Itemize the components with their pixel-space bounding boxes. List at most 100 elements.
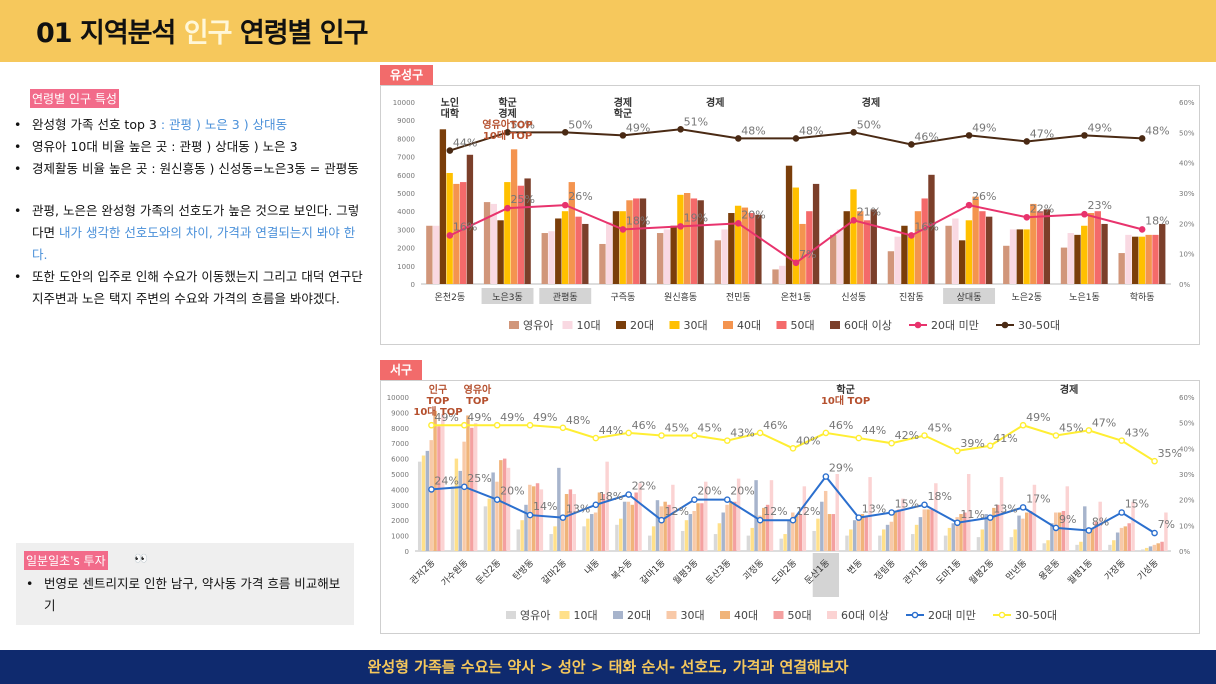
- category-label: 월평3동: [670, 557, 700, 587]
- bar-50대: [1094, 521, 1099, 551]
- y2-tick-label: 20%: [1179, 497, 1195, 505]
- bar-영유아: [878, 535, 882, 551]
- bullet-demand-shift: 또한 도안의 입주로 인해 수요가 이동했는지 그리고 대덕 연구단지주변과 노…: [14, 266, 364, 310]
- category-label: 노은3동: [492, 292, 523, 303]
- y-tick-label: 0: [405, 548, 409, 556]
- category-label: 기성동: [1135, 557, 1160, 582]
- legend-swatch: [723, 321, 733, 329]
- bar-10대: [980, 529, 985, 551]
- category-label: 노은2동: [1011, 292, 1042, 303]
- bar-영유아: [648, 535, 652, 551]
- category-label: 전민동: [726, 292, 751, 303]
- y2-tick-label: 10%: [1179, 251, 1195, 259]
- annotation-label: 10대 TOP: [413, 405, 462, 418]
- bar-60대 이상: [1101, 223, 1108, 284]
- bar-20대: [1132, 236, 1139, 284]
- data-label: 20%: [500, 485, 524, 498]
- annotation-label: 10대 TOP: [483, 129, 532, 142]
- bar-30대: [677, 194, 684, 284]
- bar-영유아: [1009, 537, 1014, 551]
- analysis-panel: 연령별 인구 특성 완성형 가족 선호 top 3 : 관평 ) 노은 3 ) …: [14, 88, 364, 310]
- bar-50대: [1061, 510, 1066, 551]
- bar-10대: [849, 529, 853, 551]
- category-label: 학하동: [1130, 292, 1155, 303]
- data-label: 47%: [1030, 127, 1054, 140]
- bar-10대: [816, 518, 820, 551]
- point-20대 미만: [723, 496, 731, 503]
- bar-10대: [914, 524, 919, 551]
- legend-swatch: [616, 321, 626, 329]
- point-30-50대: [428, 421, 435, 429]
- bar-50대: [633, 198, 640, 284]
- bar-50대: [748, 213, 755, 284]
- bar-10대: [1046, 540, 1050, 551]
- category-highlight: [812, 553, 840, 597]
- bar-20대: [557, 467, 561, 551]
- point-30-50대: [735, 135, 742, 142]
- bar-30대: [495, 481, 499, 551]
- data-label: 46%: [914, 130, 938, 143]
- y-tick-label: 9000: [397, 117, 415, 125]
- category-label: 월평2동: [966, 557, 996, 587]
- bar-50대: [568, 489, 573, 551]
- bar-영유아: [599, 243, 606, 284]
- data-label: 15%: [1125, 498, 1149, 511]
- bar-30대: [560, 520, 565, 551]
- point-20대 미만: [756, 516, 764, 524]
- bar-40대: [433, 410, 437, 551]
- bar-영유아: [516, 529, 521, 551]
- category-label: 둔산3동: [704, 557, 733, 586]
- bar-40대: [794, 515, 799, 551]
- legend-label: 30대: [684, 319, 708, 332]
- y-tick-label: 6000: [397, 172, 415, 180]
- annotation-label: TOP: [427, 396, 450, 407]
- legend-label: 20대: [627, 609, 651, 622]
- data-label: 9%: [1059, 513, 1076, 526]
- bar-20대: [918, 517, 923, 551]
- bar-20대: [1115, 532, 1120, 551]
- bar-40대: [1025, 512, 1029, 551]
- bar-20대: [688, 514, 693, 551]
- annotation-label: 영유아: [464, 383, 492, 396]
- bar-60대 이상: [639, 198, 647, 284]
- bar-50대: [1028, 510, 1033, 551]
- bar-20대: [984, 514, 988, 551]
- bar-40대: [741, 207, 749, 284]
- bar-60대 이상: [1043, 209, 1051, 284]
- bar-40대: [959, 514, 963, 551]
- category-label: 내동: [582, 557, 601, 576]
- data-label: 23%: [1087, 199, 1111, 212]
- annotation-label: 경제: [498, 107, 516, 120]
- bar-50대: [963, 512, 967, 551]
- bar-10대: [651, 526, 656, 551]
- data-label: 13%: [862, 503, 886, 516]
- data-label: 46%: [763, 419, 787, 432]
- point-20대 미만: [691, 496, 698, 503]
- bar-10대: [1112, 540, 1116, 551]
- point-20대 미만: [446, 232, 454, 239]
- data-label: 12%: [763, 505, 787, 518]
- bar-50대: [667, 504, 671, 551]
- annotation-label: 10대 TOP: [821, 394, 870, 407]
- legend-swatch: [827, 611, 837, 619]
- chart-seogu-frame: 0 1000 2000 3000 4000 5000 6000 7000 8000 9000 100…: [380, 380, 1200, 634]
- bar-40대: [1057, 512, 1062, 551]
- bar-60대 이상: [1131, 501, 1135, 551]
- bar-20대: [612, 211, 620, 284]
- data-label: 29%: [829, 462, 853, 475]
- data-label: 48%: [799, 124, 823, 137]
- bar-10대: [947, 527, 952, 551]
- bar-40대: [857, 211, 864, 284]
- point-30-50대: [756, 429, 764, 437]
- page-title: 01 지역분석 인구 연령별 인구: [36, 18, 368, 49]
- point-30-50대: [921, 432, 928, 439]
- point-20대 미만: [954, 519, 961, 527]
- tab-seogu[interactable]: 서구: [380, 360, 423, 380]
- point-20대 미만: [855, 514, 863, 521]
- annotation-label: 경제: [1060, 383, 1078, 396]
- bar-30대: [725, 504, 729, 551]
- bullet-youth-ratio: 영유아 10대 비율 높은 곳 : 관평 ) 상대동 ) 노은 3: [14, 136, 364, 158]
- tab-yuseong[interactable]: 유성구: [380, 65, 434, 85]
- point-30-50대: [855, 434, 863, 442]
- category-label: 온천1동: [781, 292, 812, 303]
